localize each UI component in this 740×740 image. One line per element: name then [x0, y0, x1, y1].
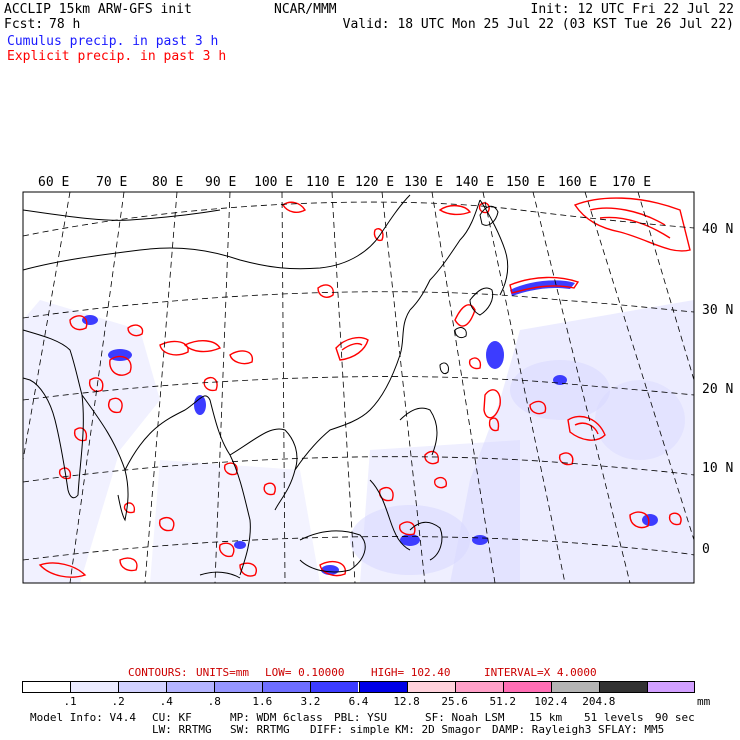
lon-label: 120 E [355, 175, 394, 190]
colorbar-swatch [502, 681, 551, 693]
colorbar-tick-label: .4 [159, 695, 173, 708]
colorbar-swatch [598, 681, 647, 693]
footer-cu: CU: KF [152, 711, 192, 724]
contour-label: CONTOURS: [128, 666, 188, 679]
contour-units: UNITS=mm [196, 666, 249, 679]
init-time: Init: 12 UTC Fri 22 Jul 22 [530, 2, 735, 17]
colorbar-tick-label: 6.4 [348, 695, 369, 708]
lon-label: 80 E [152, 175, 183, 190]
colorbar-swatch [262, 681, 311, 693]
footer-sw: SW: RRTMG [230, 723, 290, 736]
colorbar-tick-label: 204.8 [582, 695, 616, 708]
colorbar-swatch [118, 681, 167, 693]
footer-diff: DIFF: simple [310, 723, 390, 736]
colorbar-tick-label: 51.2 [489, 695, 516, 708]
colorbar-tick-label: 102.4 [534, 695, 568, 708]
colorbar-tick-label: .8 [207, 695, 221, 708]
footer-resolution: 15 km [529, 711, 563, 724]
colorbar-swatch [70, 681, 119, 693]
lat-label: 40 N [702, 222, 733, 237]
colorbar-swatch [310, 681, 359, 693]
lon-label: 130 E [404, 175, 443, 190]
colorbar-swatch [214, 681, 263, 693]
map-frame [22, 191, 695, 584]
forecast-label: Fcst: [4, 17, 44, 32]
footer-timestep: 90 sec [655, 711, 695, 724]
colorbar-swatch [646, 681, 695, 693]
forecast-hour: 78 h [49, 17, 81, 32]
lon-label-group: 60 E 70 E 80 E 90 E 100 E 110 E 120 E 13… [38, 175, 651, 190]
lon-label: 70 E [96, 175, 127, 190]
footer-levels: 51 levels [584, 711, 644, 724]
lon-label: 150 E [506, 175, 545, 190]
lon-label: 60 E [38, 175, 69, 190]
lat-label: 20 N [702, 382, 733, 397]
cumulus-precip-light [23, 300, 694, 583]
plot-title: ACCLIP 15km ARW-GFS init [4, 2, 192, 17]
contour-interval: INTERVAL=X 4.0000 [484, 666, 597, 679]
center-label: NCAR/MMM [274, 2, 337, 17]
lat-label: 0 [702, 542, 710, 557]
colorbar-tick-label: .1 [63, 695, 77, 708]
colorbar-tick-label: 1.6 [252, 695, 273, 708]
footer-mp: MP: WDM 6class [230, 711, 323, 724]
coastlines [23, 194, 509, 579]
legend-explicit: Explicit precip. in past 3 h [7, 49, 227, 64]
colorbar-tick-label: 3.2 [300, 695, 321, 708]
colorbar-swatch [22, 681, 71, 693]
footer-lw: LW: RRTMG [152, 723, 212, 736]
lon-label: 140 E [455, 175, 494, 190]
colorbar-swatch [358, 681, 407, 693]
explicit-precip-contours [38, 197, 691, 578]
valid-time: Valid: 18 UTC Mon 25 Jul 22 (03 KST Tue … [342, 17, 734, 32]
lon-label: 170 E [612, 175, 651, 190]
lon-label: 90 E [205, 175, 236, 190]
footer-sflay: SFLAY: MM5 [598, 723, 665, 736]
legend-cumulus: Cumulus precip. in past 3 h [7, 34, 219, 49]
colorbar-swatch [454, 681, 503, 693]
lat-label: 10 N [702, 461, 733, 476]
lon-label: 110 E [306, 175, 345, 190]
contour-high: HIGH= 102.40 [371, 666, 451, 679]
footer-damp: DAMP: Rayleigh3 [492, 723, 592, 736]
colorbar-tick-label: 25.6 [441, 695, 468, 708]
footer-sf: SF: Noah LSM [425, 711, 505, 724]
colorbar-swatch [550, 681, 599, 693]
colorbar-swatch [406, 681, 455, 693]
footer-km: KM: 2D Smagor [395, 723, 482, 736]
lon-label: 160 E [558, 175, 597, 190]
colorbar-tick-label: .2 [111, 695, 125, 708]
footer-pbl: PBL: YSU [334, 711, 387, 724]
footer-model-info: Model Info: V4.4 [30, 711, 136, 724]
lat-label: 30 N [702, 303, 733, 318]
contour-low: LOW= 0.10000 [265, 666, 345, 679]
graticule [23, 192, 694, 583]
colorbar-units: mm [697, 695, 711, 708]
colorbar-swatch [166, 681, 215, 693]
lon-label: 100 E [254, 175, 293, 190]
colorbar-tick-label: 12.8 [393, 695, 420, 708]
